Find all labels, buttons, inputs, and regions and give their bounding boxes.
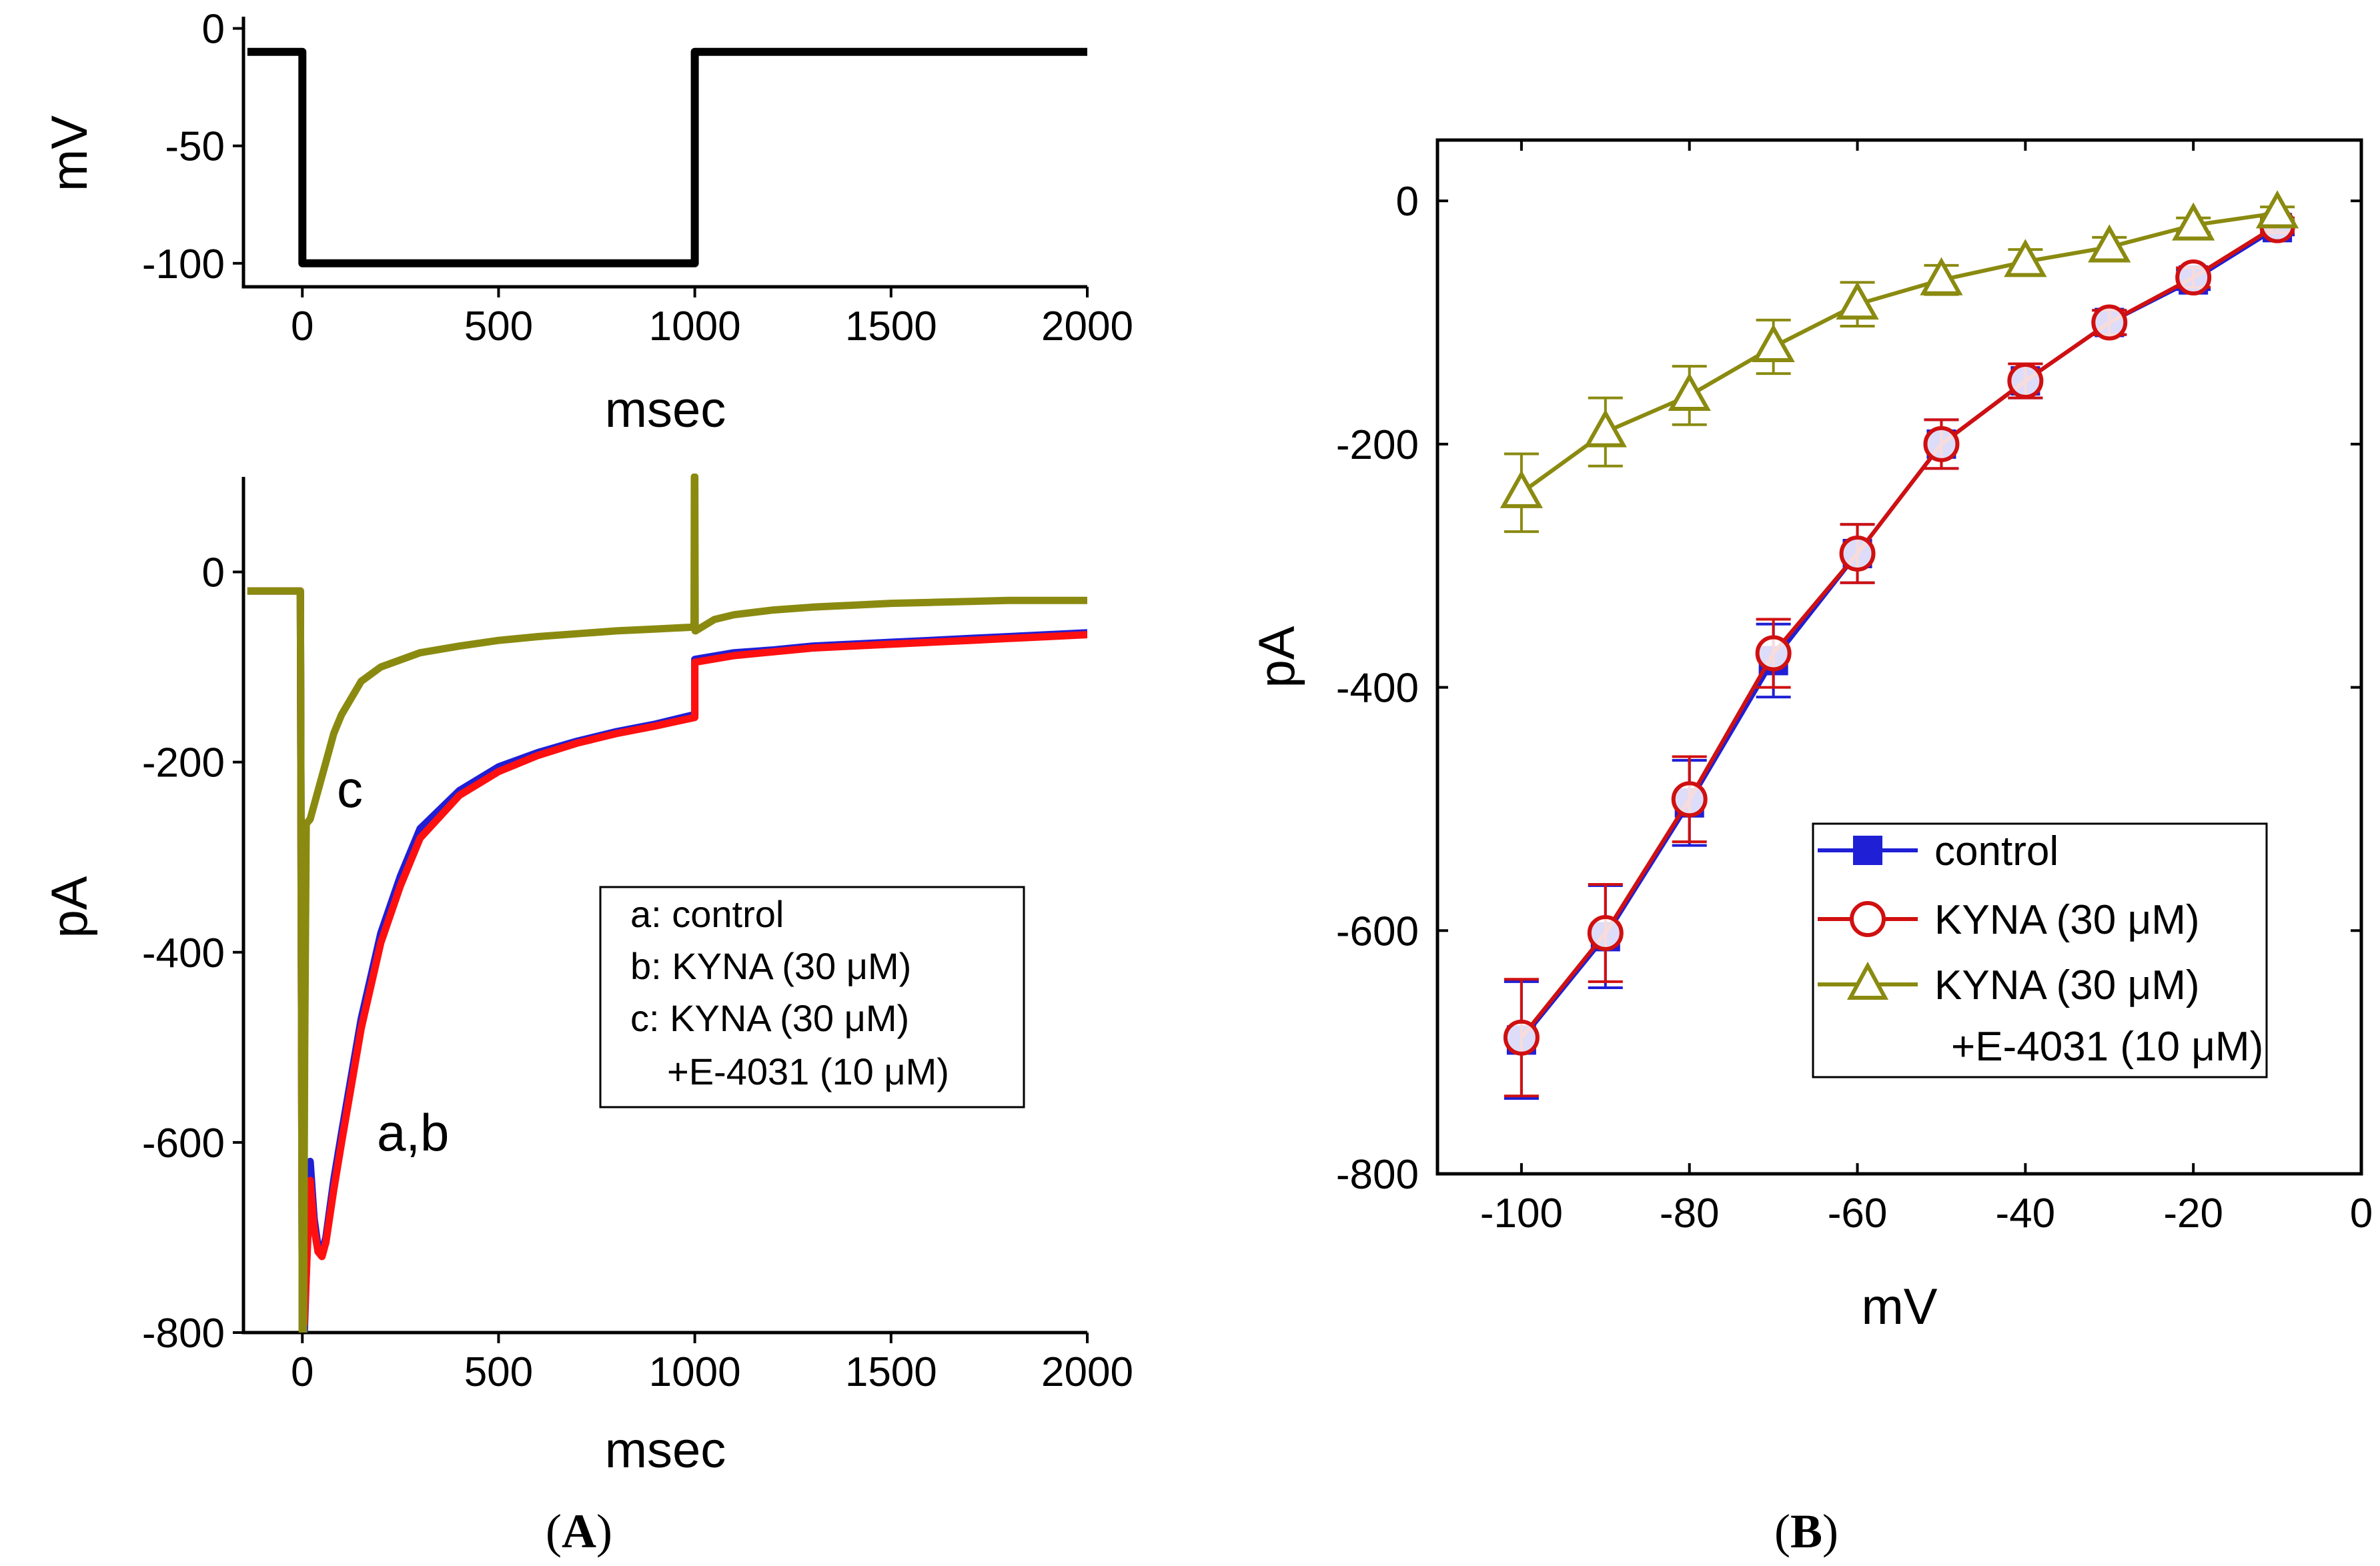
x-tick-label: 1500 [845, 1349, 937, 1395]
data-point-circle [1671, 781, 1708, 818]
data-point-triangle [1584, 409, 1627, 448]
series-line-2 [1520, 211, 2278, 495]
plot-frame [1435, 138, 2363, 1176]
y-axis-label: pA [41, 876, 98, 938]
x-tick-label: 1500 [845, 303, 937, 349]
x-tick-label: 500 [464, 1349, 533, 1395]
legend-b-marker-kyna [1850, 901, 1886, 937]
trace-label-c: c [337, 760, 363, 818]
y-axis-label: mV [41, 115, 98, 191]
data-point-circle [1587, 914, 1624, 951]
legend-a-item-2: b: KYNA (30 μM) [630, 945, 911, 987]
chart-a-bottom: 0 500 1000 1500 2000 0 -200 -400 -600 -800 msec pA [41, 474, 1133, 1479]
y-tick-label: 0 [1396, 179, 1419, 225]
legend-b-marker-control [1853, 836, 1882, 865]
x-tick-label: 0 [291, 303, 314, 349]
y-tick-label: -200 [142, 740, 225, 786]
legend-b-box [1812, 822, 2268, 1078]
y-tick-label: -400 [142, 930, 225, 976]
legend-b-marker-kyna-e4031 [1846, 961, 1889, 1000]
x-tick-label: -40 [1996, 1191, 2056, 1237]
panel-label-a: (A) [546, 1505, 612, 1558]
data-point-triangle [2004, 239, 2047, 277]
legend-a-box [599, 886, 1025, 1108]
x-tick-label: 2000 [1041, 303, 1133, 349]
axis-lines [241, 17, 1087, 289]
data-point-circle [1923, 426, 1960, 462]
y-tick-label: 0 [202, 550, 225, 596]
data-point-triangle [1668, 372, 1711, 411]
y-tick-label: 0 [202, 7, 225, 53]
legend-b-item-4: +E-4031 (10 μM) [1951, 1024, 2263, 1070]
x-tick-label: -80 [1660, 1191, 1720, 1237]
legend-a-item-4: +E-4031 (10 μM) [667, 1050, 949, 1092]
y-tick-label: -600 [1336, 908, 1419, 954]
series-line-1 [1520, 223, 2279, 1039]
y-tick-label: -800 [142, 1311, 225, 1357]
chart-a-top: 0 500 1000 1500 2000 0 -50 -100 msec mV [41, 7, 1133, 438]
data-point-circle [2175, 259, 2212, 296]
data-point-circle [1503, 1019, 1540, 1056]
x-tick-label: 0 [2350, 1191, 2373, 1237]
data-point-triangle [2088, 224, 2131, 263]
legend-b-item-2: KYNA (30 μM) [1934, 897, 2200, 943]
legend-a-item-1: a: control [630, 893, 784, 935]
x-tick-label: 0 [291, 1349, 314, 1395]
x-tick-label: 2000 [1041, 1349, 1133, 1395]
data-point-circle [1839, 536, 1876, 572]
legend-a: a: control b: KYNA (30 μM) c: KYNA (30 μ… [599, 886, 1025, 1108]
data-point-circle [2007, 363, 2044, 400]
series-trace-0 [247, 47, 1087, 267]
x-axis-label: msec [605, 1422, 726, 1479]
data-point-triangle [1752, 323, 1795, 362]
x-tick-label: -100 [1480, 1191, 1563, 1237]
y-tick-label: -400 [1336, 666, 1419, 712]
y-tick-label: -600 [142, 1120, 225, 1166]
data-point-circle [2091, 304, 2128, 341]
data-point-circle [1755, 635, 1792, 672]
x-axis-label: mV [1862, 1279, 1938, 1335]
trace-label-ab: a,b [377, 1103, 449, 1162]
series-trace-2 [247, 474, 1087, 1333]
data-point-triangle [2255, 190, 2299, 229]
x-tick-label: -60 [1828, 1191, 1888, 1237]
y-tick-label: -800 [1336, 1152, 1419, 1198]
legend-b-item-1: control [1934, 828, 2058, 874]
x-tick-label: 1000 [649, 303, 741, 349]
x-tick-label: 500 [464, 303, 533, 349]
y-axis-label: pA [1249, 626, 1305, 688]
panel-label-b: (B) [1774, 1505, 1838, 1558]
data-point-triangle [2172, 202, 2215, 241]
data-point-triangle [1500, 470, 1544, 508]
x-tick-label: -20 [2163, 1191, 2223, 1237]
x-axis-label: msec [605, 381, 726, 438]
x-tick-label: 1000 [649, 1349, 741, 1395]
legend-b: control KYNA (30 μM) KYNA (30 μM) +E-403… [1812, 822, 2268, 1078]
data-point-triangle [1920, 257, 1963, 295]
y-tick-label: -50 [165, 124, 225, 170]
series-trace-1 [247, 587, 1087, 1333]
legend-b-item-3: KYNA (30 μM) [1934, 962, 2200, 1008]
data-point-triangle [1836, 281, 1879, 320]
y-tick-label: -200 [1336, 422, 1419, 468]
y-tick-label: -100 [142, 241, 225, 287]
legend-a-item-3: c: KYNA (30 μM) [630, 997, 909, 1039]
